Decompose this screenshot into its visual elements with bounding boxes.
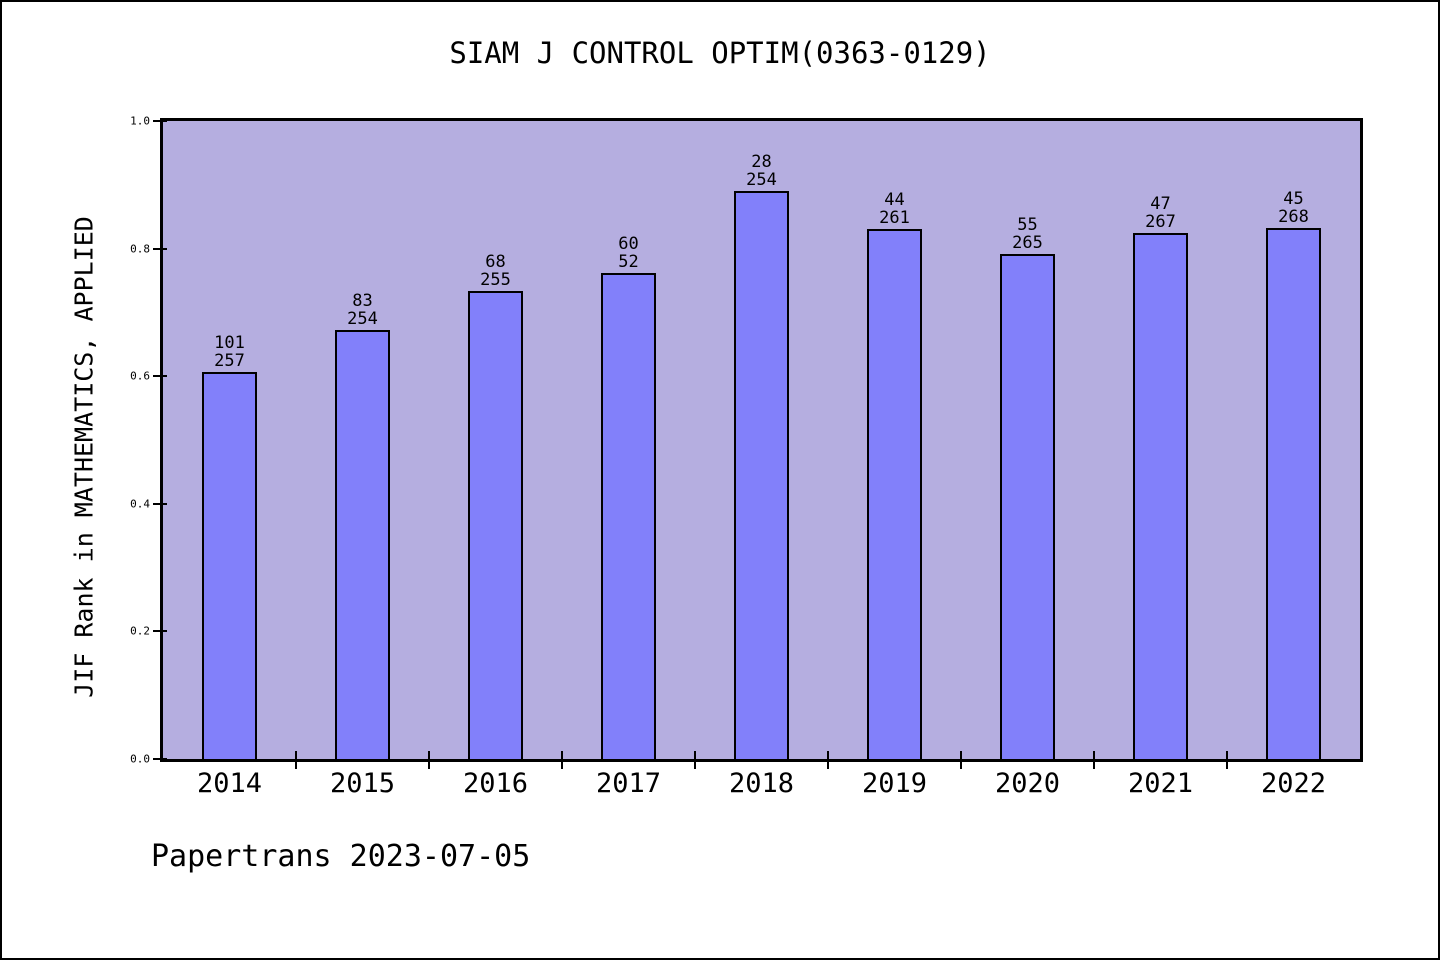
bar-2022 xyxy=(1266,228,1321,759)
bar-value-label-2016: 68 255 xyxy=(480,252,511,290)
x-tick-label-2020: 2020 xyxy=(994,768,1061,799)
x-minor-tick xyxy=(1093,751,1095,769)
x-tick-label-2014: 2014 xyxy=(196,768,263,799)
bar-2018 xyxy=(734,191,789,759)
chart-title: SIAM J CONTROL OPTIM(0363-0129) xyxy=(449,36,991,70)
y-tick-mark-0.6 xyxy=(153,375,167,378)
bar-value-label-2021: 47 267 xyxy=(1145,194,1176,232)
plot-area: 101 257 83 254 68 255 60 52 28 254 44 261 55 2… xyxy=(160,118,1363,762)
y-tick-label-1.0: 1.0 xyxy=(130,114,150,128)
bar-2014 xyxy=(202,372,257,759)
bar-value-label-2022: 45 268 xyxy=(1278,189,1309,227)
bar-2019 xyxy=(867,229,922,759)
y-tick-mark-0.2 xyxy=(153,630,167,633)
y-tick-mark-0.0 xyxy=(153,758,167,760)
x-minor-tick xyxy=(827,751,829,769)
bar-2020 xyxy=(1000,254,1055,759)
x-tick-label-2016: 2016 xyxy=(462,768,529,799)
x-minor-tick xyxy=(694,751,696,769)
y-tick-label-0.2: 0.2 xyxy=(130,624,150,638)
x-tick-label-2019: 2019 xyxy=(861,768,928,799)
y-tick-label-0.8: 0.8 xyxy=(130,242,150,256)
x-minor-tick xyxy=(428,751,430,769)
bar-2015 xyxy=(335,330,390,759)
bar-value-label-2018: 28 254 xyxy=(746,152,777,190)
x-minor-tick xyxy=(295,751,297,769)
y-tick-mark-0.8 xyxy=(153,247,167,250)
x-tick-label-2022: 2022 xyxy=(1260,768,1327,799)
y-tick-mark-1.0 xyxy=(153,120,167,122)
x-minor-tick xyxy=(960,751,962,769)
y-tick-label-0.6: 0.6 xyxy=(130,369,150,383)
x-tick-label-2021: 2021 xyxy=(1127,768,1194,799)
y-tick-mark-0.4 xyxy=(153,502,167,505)
bar-2016 xyxy=(468,291,523,759)
y-axis-title: JIF Rank in MATHEMATICS, APPLIED xyxy=(69,216,99,698)
x-tick-label-2017: 2017 xyxy=(595,768,662,799)
bar-series-container: 101 257 83 254 68 255 60 52 28 254 44 261 55 2… xyxy=(163,121,1360,759)
footer-watermark: Papertrans 2023-07-05 xyxy=(151,839,531,874)
x-tick-label-2015: 2015 xyxy=(329,768,396,799)
bar-value-label-2017: 60 52 xyxy=(618,234,639,272)
y-tick-label-0.4: 0.4 xyxy=(130,497,150,511)
bar-value-label-2020: 55 265 xyxy=(1012,215,1043,253)
y-tick-label-0.0: 0.0 xyxy=(130,752,150,766)
x-tick-label-2018: 2018 xyxy=(728,768,795,799)
bar-value-label-2014: 101 257 xyxy=(214,333,245,371)
x-minor-tick xyxy=(1226,751,1228,769)
bar-2017 xyxy=(601,273,656,759)
bar-value-label-2015: 83 254 xyxy=(347,291,378,329)
bar-2021 xyxy=(1133,233,1188,759)
x-minor-tick xyxy=(561,751,563,769)
bar-value-label-2019: 44 261 xyxy=(879,190,910,228)
